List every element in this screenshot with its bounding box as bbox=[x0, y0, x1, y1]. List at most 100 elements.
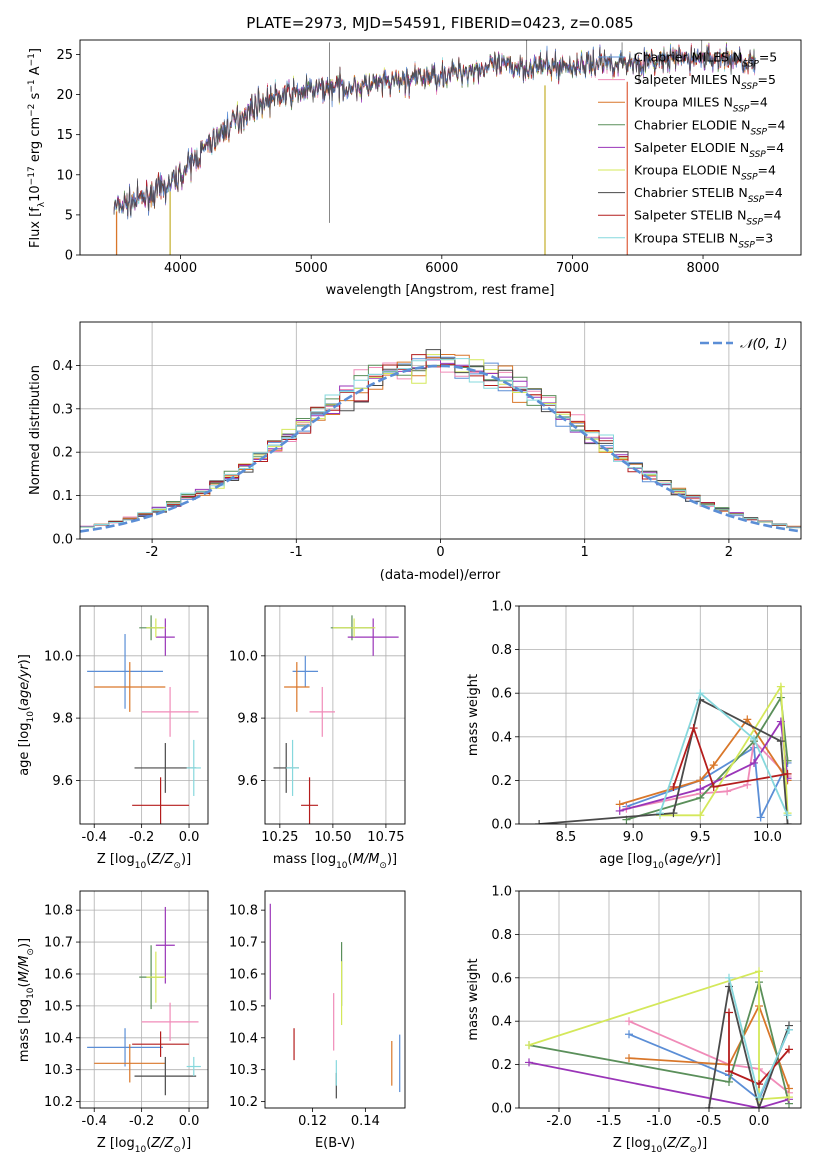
label-part: SSP bbox=[746, 218, 763, 228]
x-tick-label: -0.4 bbox=[82, 1114, 107, 1129]
x-tick-label: 5000 bbox=[295, 261, 328, 276]
weight-line bbox=[728, 1012, 790, 1086]
label-part: λ bbox=[37, 201, 47, 207]
label-part: 10 bbox=[135, 1145, 147, 1155]
weight-marker bbox=[725, 1077, 733, 1086]
label-part: mass [log bbox=[17, 999, 32, 1062]
label-part: SSP bbox=[748, 195, 765, 205]
y-tick-label: 5 bbox=[65, 208, 73, 223]
weight-marker bbox=[525, 1058, 533, 1067]
x-axis-label: E(B-V) bbox=[315, 1136, 355, 1151]
y-tick-label: 0.0 bbox=[52, 533, 73, 548]
label-part: 10 bbox=[135, 861, 147, 871]
weight-marker bbox=[776, 682, 785, 691]
y-tick-label: 10.8 bbox=[229, 904, 258, 919]
y-axis-label: mass weight bbox=[466, 674, 481, 756]
weight-marker bbox=[776, 737, 785, 746]
weight-marker bbox=[785, 1084, 793, 1093]
x-tick-label: 10.50 bbox=[314, 830, 351, 845]
weight-marker bbox=[669, 782, 678, 791]
legend-label: Chabrier MILES NSSP=5 bbox=[634, 50, 777, 70]
label-part: 10 bbox=[28, 185, 43, 202]
x-tick-label: 10.25 bbox=[261, 830, 298, 845]
label-part: SSP bbox=[742, 60, 759, 70]
label-part: 10 bbox=[26, 711, 36, 723]
label-part: Kroupa MILES N bbox=[634, 95, 733, 110]
label-part: M/M bbox=[353, 852, 380, 867]
label-part: =4 bbox=[767, 117, 785, 132]
label-part: =4 bbox=[749, 95, 767, 110]
label-part: Flux [f bbox=[28, 207, 43, 248]
y-tick-label: 10.4 bbox=[44, 1031, 73, 1046]
axes-spectrum: 4000 5000 6000 7000 8000 0 5 10 15 20 25 wavelength… bbox=[27, 39, 802, 298]
x-tick-label: -2 bbox=[146, 545, 159, 560]
weight-marker bbox=[709, 761, 718, 770]
label-part: )] bbox=[697, 1136, 707, 1151]
y-tick-label: 1.0 bbox=[491, 885, 512, 900]
axes-mass-weight-vs-z: -2.0 -1.5 -1.0 -0.5 0.0 0.0 0.2 0.4 0.6 0.8 1.0 Z [… bbox=[466, 885, 802, 1155]
axes-age-vs-z: -0.4 -0.2 0.09.69.810.0Z [log10(Z/Z⊙)]age … bbox=[17, 605, 209, 871]
y-axis-label: age [log10(age/yr)] bbox=[17, 654, 36, 776]
x-tick-label: 0.12 bbox=[298, 1114, 327, 1129]
y-tick-label: 0.2 bbox=[491, 774, 512, 789]
legend-label: Kroupa MILES NSSP=4 bbox=[634, 95, 768, 115]
label-part: SSP bbox=[750, 127, 767, 137]
axes-residuals: -2 -1 0 1 2 0.0 0.1 0.2 0.3 0.4 (data-model)/error… bbox=[28, 321, 802, 583]
x-axis-label: Z [log10(Z/Z⊙)] bbox=[613, 1136, 707, 1155]
label-part: ( bbox=[348, 852, 353, 867]
x-tick-label: -2.0 bbox=[546, 1114, 571, 1129]
label-part: −1 bbox=[27, 53, 37, 66]
x-tick-label: 0.14 bbox=[351, 1114, 380, 1129]
x-axis-label: mass [log10(M/M⊙)] bbox=[273, 852, 397, 871]
label-part: =4 bbox=[766, 140, 784, 155]
weight-line bbox=[528, 1061, 790, 1108]
label-part: 10 bbox=[652, 861, 664, 871]
x-tick-label: 4000 bbox=[164, 261, 197, 276]
x-tick-label: 0 bbox=[436, 545, 444, 560]
weight-marker bbox=[725, 1067, 733, 1076]
y-tick-label: 0.8 bbox=[491, 643, 512, 658]
axes-frame bbox=[264, 605, 406, 825]
legend-label: Salpeter ELODIE NSSP=4 bbox=[634, 140, 784, 160]
y-tick-label: 9.8 bbox=[237, 712, 258, 727]
weight-marker bbox=[723, 787, 732, 796]
weight-line bbox=[659, 691, 789, 816]
label-part: 10 bbox=[651, 1145, 663, 1155]
label-part: ] bbox=[28, 48, 43, 53]
plot-area-mass-vs-z bbox=[87, 906, 201, 1096]
label-part: ( bbox=[17, 982, 32, 987]
x-tick-label: -1.5 bbox=[596, 1114, 621, 1129]
label-part: age [log bbox=[599, 852, 652, 867]
x-tick-label: 0.0 bbox=[179, 1114, 200, 1129]
y-axis-label: Flux [fλ10−17 erg cm−2 s−1 A−1] bbox=[27, 48, 47, 248]
weight-line bbox=[708, 986, 790, 1108]
axes-frame bbox=[79, 39, 802, 256]
weight-marker bbox=[785, 1093, 793, 1102]
weight-marker bbox=[755, 1104, 763, 1108]
y-tick-label: 0.6 bbox=[491, 971, 512, 986]
weight-marker bbox=[783, 811, 792, 820]
figure-title: PLATE=2973, MJD=54591, FIBERID=0423, z=0… bbox=[246, 14, 633, 32]
axes-mass-vs-ebv: 0.12 0.14 10.2 10.3 10.4 10.5 10.6 10.7 10.8 E(B-… bbox=[229, 890, 406, 1151]
y-tick-label: 10.4 bbox=[229, 1031, 258, 1046]
label-part: ⊙ bbox=[173, 861, 181, 871]
label-part: )] bbox=[711, 852, 721, 867]
label-part: ( bbox=[662, 1136, 667, 1151]
x-tick-label: 6000 bbox=[425, 261, 458, 276]
axes-frame bbox=[264, 890, 406, 1109]
x-axis-label: wavelength [Angstrom, rest frame] bbox=[326, 283, 555, 298]
axes-mass-weight-vs-age: 8.5 9.0 9.5 10.0 0.0 0.2 0.4 0.6 0.8 1.0 age [log1… bbox=[466, 600, 802, 871]
y-tick-label: 20 bbox=[56, 88, 73, 103]
plot-area-mass-weight-vs-z bbox=[525, 967, 793, 1108]
legend-label: Kroupa ELODIE NSSP=4 bbox=[634, 163, 776, 183]
y-tick-label: 10.6 bbox=[229, 967, 258, 982]
weight-line bbox=[528, 970, 790, 1101]
x-tick-label: -0.2 bbox=[129, 830, 154, 845]
axes-frame bbox=[518, 605, 802, 825]
y-tick-label: 9.6 bbox=[52, 774, 73, 789]
label-part: ⊙ bbox=[26, 948, 36, 956]
weight-line bbox=[628, 1020, 790, 1094]
weight-marker bbox=[755, 967, 763, 976]
y-tick-label: 10.8 bbox=[44, 904, 73, 919]
